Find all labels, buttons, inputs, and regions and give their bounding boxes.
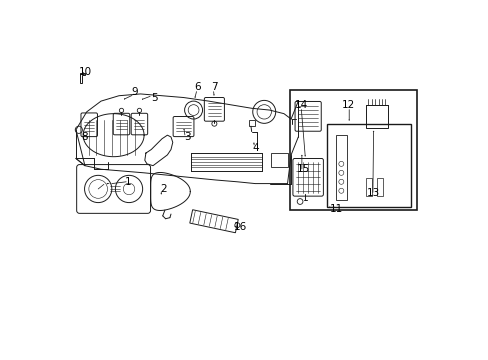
Text: 1: 1	[124, 177, 131, 187]
Text: 13: 13	[366, 188, 380, 198]
Text: 12: 12	[341, 100, 354, 110]
Text: 8: 8	[81, 132, 88, 142]
Bar	[271, 153, 287, 167]
Text: 5: 5	[150, 93, 157, 103]
Text: 9: 9	[132, 87, 138, 97]
Bar	[376, 178, 382, 196]
Bar	[248, 120, 255, 126]
Text: 10: 10	[78, 67, 91, 77]
Text: 7: 7	[210, 82, 217, 92]
Text: 6: 6	[194, 82, 201, 92]
Bar	[335, 135, 346, 200]
Text: 3: 3	[183, 132, 190, 142]
Text: 16: 16	[234, 222, 247, 231]
Bar	[366, 105, 387, 128]
Text: 11: 11	[328, 204, 342, 214]
Text: 15: 15	[296, 164, 310, 174]
Bar	[326, 125, 410, 207]
Text: 2: 2	[160, 184, 167, 194]
Bar	[189, 210, 238, 233]
Bar	[366, 178, 371, 196]
Text: 4: 4	[251, 143, 258, 153]
Bar	[290, 90, 416, 211]
Text: 14: 14	[295, 100, 308, 110]
